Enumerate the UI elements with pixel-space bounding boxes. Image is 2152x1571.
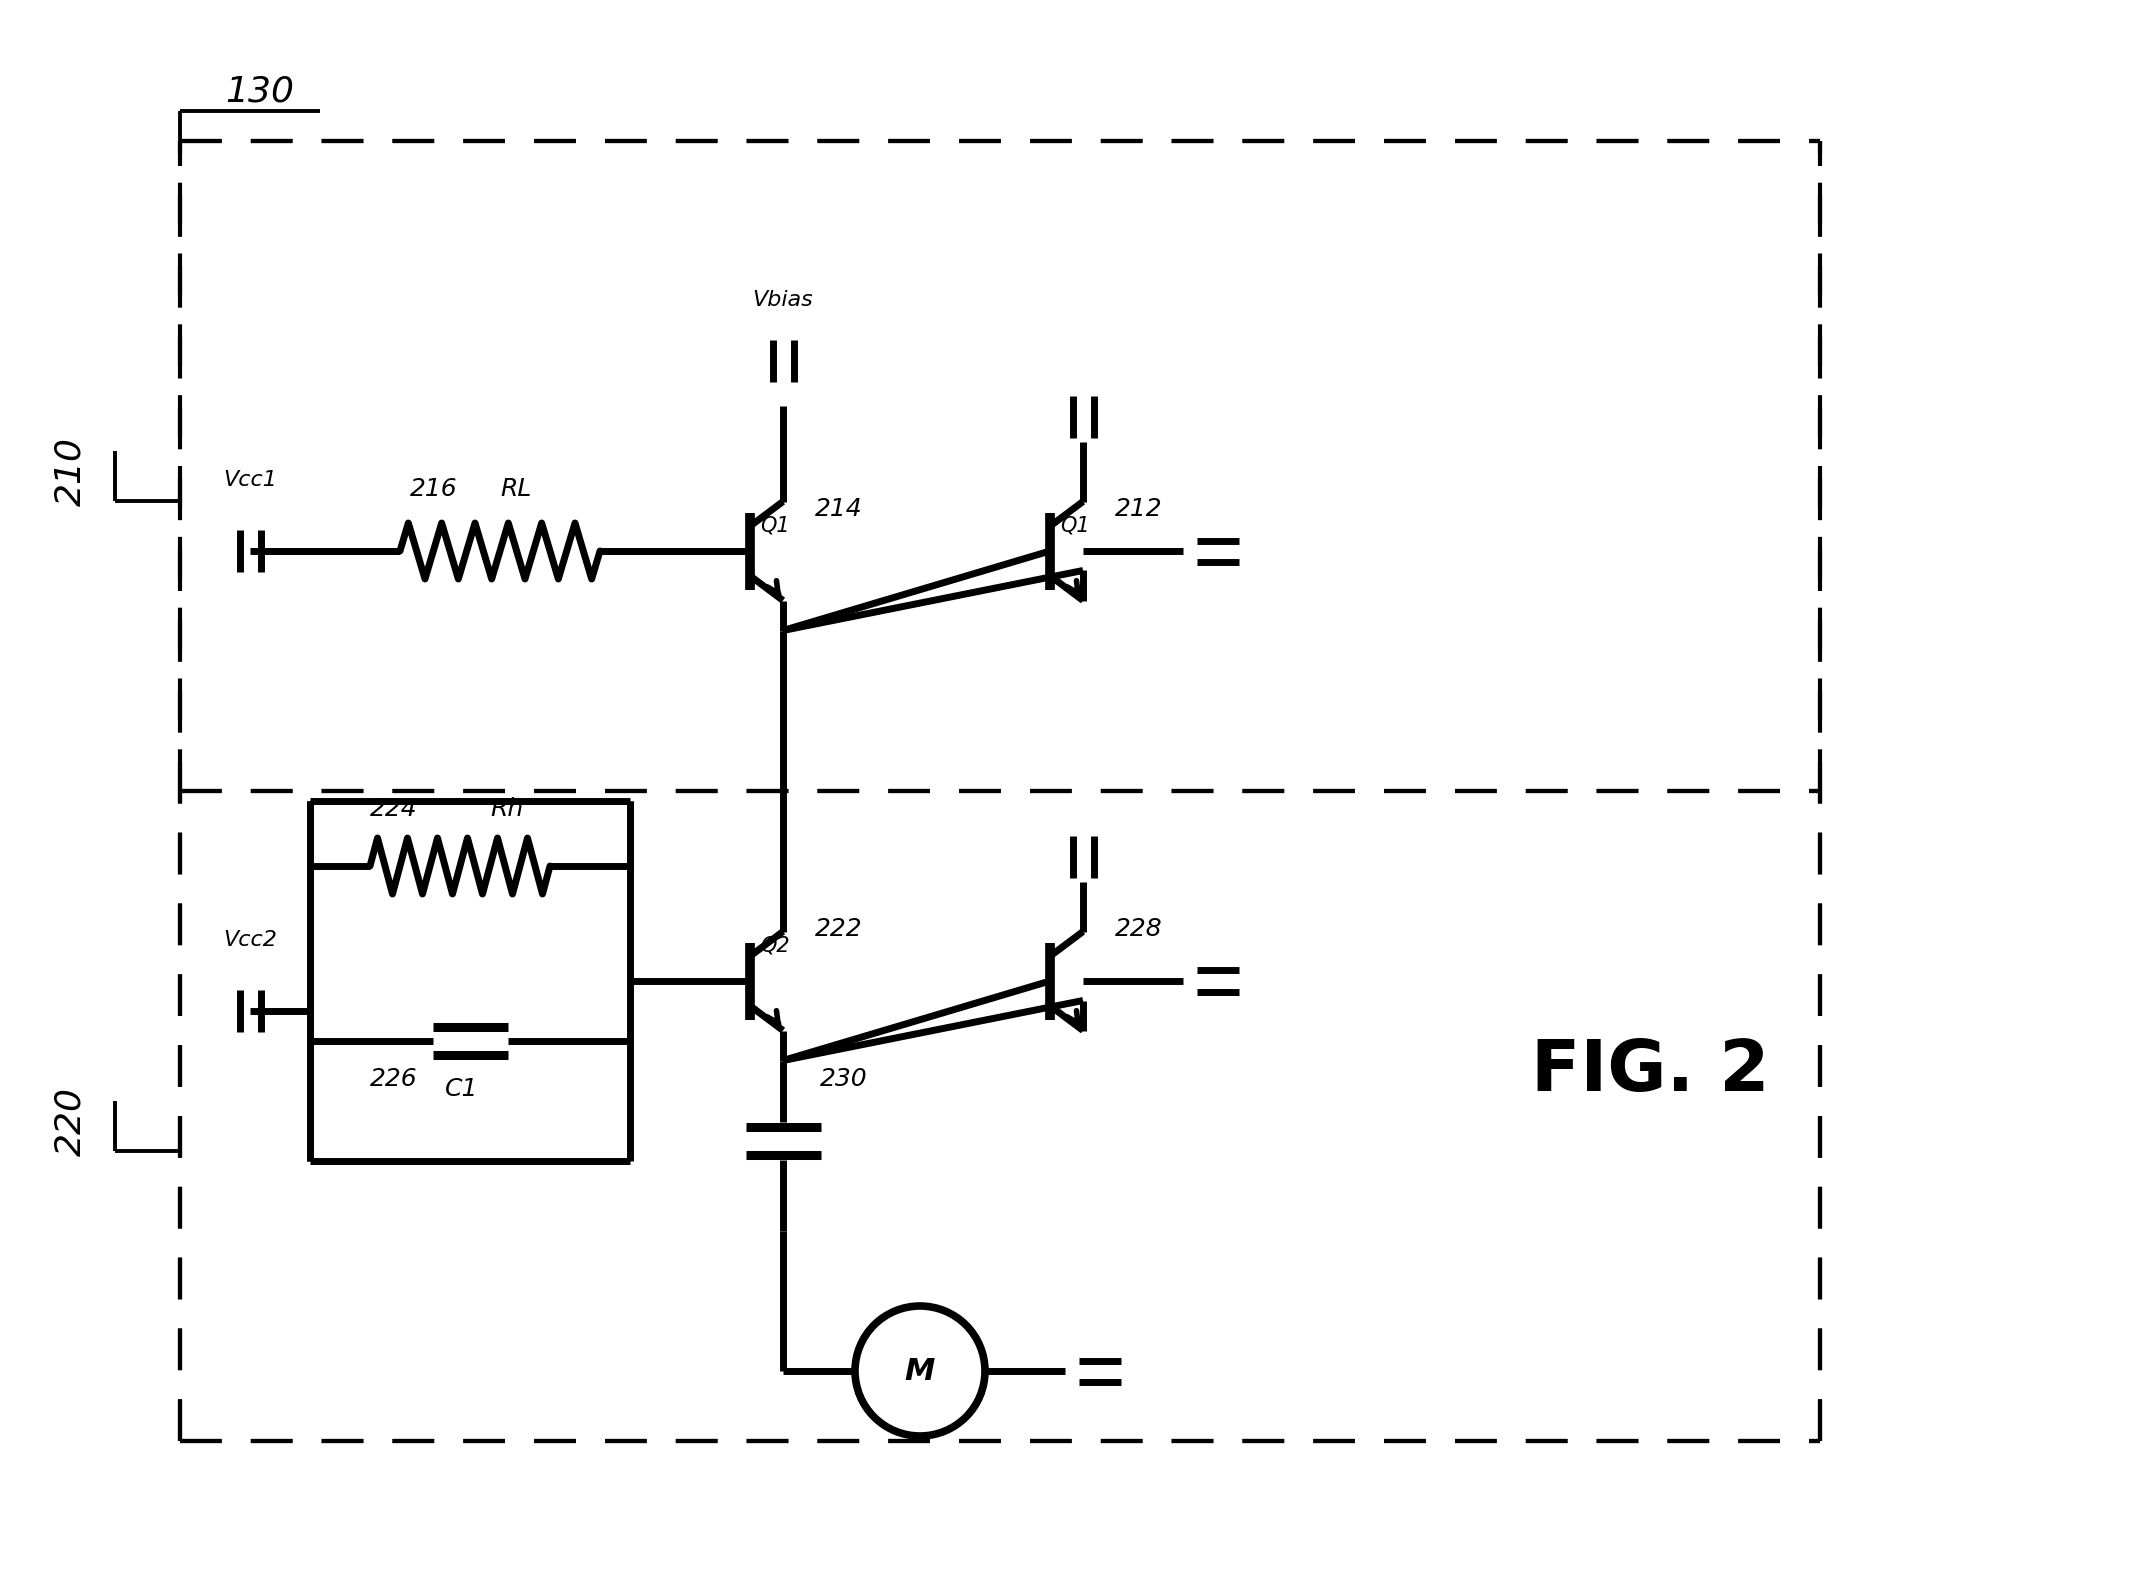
Text: 214: 214 (816, 496, 863, 522)
Text: Vcc2: Vcc2 (224, 930, 278, 950)
Text: 210: 210 (54, 437, 86, 506)
Text: 222: 222 (816, 917, 863, 941)
Text: C1: C1 (445, 1078, 478, 1101)
Text: Q1: Q1 (760, 515, 790, 536)
Text: 226: 226 (370, 1067, 417, 1090)
Text: Q2: Q2 (760, 935, 790, 955)
Text: 212: 212 (1115, 496, 1162, 522)
Text: Vcc1: Vcc1 (224, 470, 278, 490)
Text: 228: 228 (1115, 917, 1162, 941)
Text: Q1: Q1 (1061, 515, 1089, 536)
Text: Rh: Rh (491, 796, 523, 822)
Text: 230: 230 (820, 1067, 867, 1090)
Text: 224: 224 (370, 796, 417, 822)
Text: 216: 216 (411, 478, 458, 501)
Text: RL: RL (499, 478, 532, 501)
Text: Vbias: Vbias (753, 291, 813, 309)
Text: M: M (904, 1356, 936, 1386)
Text: 220: 220 (54, 1087, 86, 1156)
Text: FIG. 2: FIG. 2 (1530, 1037, 1769, 1106)
Text: 130: 130 (226, 74, 295, 108)
